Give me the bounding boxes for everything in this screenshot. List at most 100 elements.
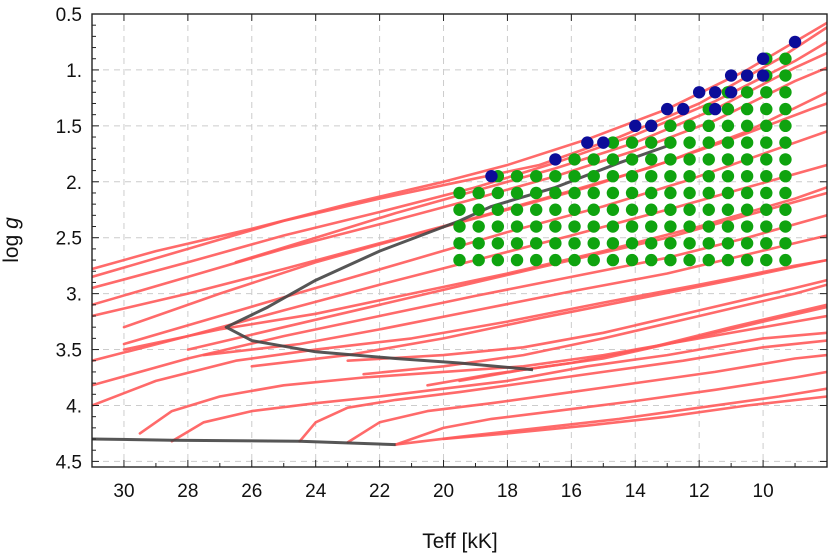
grid-point bbox=[721, 153, 735, 166]
grid-point bbox=[664, 153, 677, 166]
grid-point bbox=[702, 136, 715, 149]
grid-point bbox=[740, 119, 754, 133]
grid-point bbox=[568, 203, 581, 216]
grid-point bbox=[587, 220, 600, 233]
grid-point bbox=[510, 203, 524, 216]
grid-point bbox=[453, 253, 466, 267]
grid-point bbox=[683, 237, 696, 250]
grid-point bbox=[472, 203, 485, 216]
grid-point bbox=[760, 253, 773, 267]
grid-point bbox=[529, 253, 543, 267]
grid-point bbox=[568, 169, 581, 183]
track-line bbox=[138, 314, 827, 435]
grid-point bbox=[779, 102, 792, 116]
x-tick-label: 16 bbox=[561, 481, 582, 502]
grid-point bbox=[529, 220, 543, 233]
grid-point bbox=[606, 220, 620, 233]
edge-point bbox=[645, 119, 658, 133]
grid-point bbox=[702, 203, 715, 216]
grid-point bbox=[625, 186, 639, 200]
y-tick-label: 4.5 bbox=[56, 452, 82, 473]
grid-point bbox=[472, 237, 485, 250]
x-tick-label: 30 bbox=[113, 481, 134, 502]
grid-point bbox=[453, 203, 466, 216]
edge-point bbox=[676, 102, 690, 116]
grid-point bbox=[510, 169, 524, 183]
grid-point bbox=[491, 237, 505, 250]
grid-point bbox=[779, 136, 792, 149]
grid-point bbox=[472, 186, 485, 200]
x-tick-label: 22 bbox=[369, 481, 390, 502]
grid-point bbox=[740, 153, 754, 166]
grid-point bbox=[721, 220, 735, 233]
grid-point bbox=[683, 136, 696, 149]
x-tick-label: 20 bbox=[433, 481, 454, 502]
grid-point bbox=[702, 169, 715, 183]
grid-point bbox=[740, 102, 754, 116]
plot-frame bbox=[91, 13, 828, 468]
y-tick-label: 4. bbox=[66, 396, 82, 417]
edge-point bbox=[756, 69, 770, 82]
x-axis-label: Teff [kK] bbox=[422, 530, 497, 553]
grid-point bbox=[510, 253, 524, 267]
grid-point bbox=[625, 237, 639, 250]
grid-point bbox=[779, 253, 792, 267]
grid-point bbox=[587, 186, 600, 200]
model-grid-points bbox=[453, 52, 792, 267]
grid-point bbox=[645, 153, 658, 166]
grid-point bbox=[472, 253, 485, 267]
track-line bbox=[170, 331, 827, 443]
grid-point bbox=[510, 237, 524, 250]
grid-point bbox=[721, 136, 735, 149]
y-axis-label: log g bbox=[0, 217, 23, 263]
grid-point bbox=[587, 169, 600, 183]
boundary-line bbox=[92, 437, 396, 447]
grid-point bbox=[779, 153, 792, 166]
y-tick-label: 1. bbox=[66, 61, 82, 82]
edge-point bbox=[788, 35, 802, 49]
edge-point bbox=[485, 169, 498, 183]
grid-point bbox=[740, 186, 754, 200]
grid-point bbox=[645, 253, 658, 267]
grid-point bbox=[529, 203, 543, 216]
grid-point bbox=[645, 237, 658, 250]
grid-point bbox=[549, 186, 562, 200]
grid-point bbox=[664, 253, 677, 267]
grid-point bbox=[760, 153, 773, 166]
grid-point bbox=[606, 136, 620, 149]
track-line bbox=[362, 283, 827, 376]
edge-point bbox=[692, 86, 706, 99]
x-tick-label: 18 bbox=[497, 481, 518, 502]
grid-point bbox=[587, 237, 600, 250]
grid-point bbox=[702, 153, 715, 166]
grid-point bbox=[683, 119, 696, 133]
grid-point bbox=[721, 119, 735, 133]
edge-point bbox=[549, 153, 562, 166]
grid-point bbox=[491, 220, 505, 233]
grid-point bbox=[568, 153, 581, 166]
edge-point bbox=[708, 102, 722, 116]
grid-point bbox=[664, 203, 677, 216]
grid-point bbox=[721, 203, 735, 216]
edge-point bbox=[724, 69, 738, 82]
y-tick-label: 3. bbox=[66, 285, 82, 306]
grid-point bbox=[549, 169, 562, 183]
track-line bbox=[92, 258, 827, 407]
grid-point bbox=[664, 169, 677, 183]
grid-point bbox=[779, 52, 792, 65]
grid-point bbox=[740, 253, 754, 267]
x-tick-label: 24 bbox=[305, 481, 327, 502]
edge-point bbox=[740, 69, 754, 82]
grid-point bbox=[568, 237, 581, 250]
track-line bbox=[346, 353, 827, 444]
grid-point bbox=[606, 253, 620, 267]
grid-point bbox=[683, 169, 696, 183]
grid-point bbox=[587, 253, 600, 267]
grid-point bbox=[702, 237, 715, 250]
grid-point bbox=[453, 186, 466, 200]
grid-point bbox=[779, 119, 792, 133]
grid-point bbox=[491, 186, 505, 200]
grid-point bbox=[587, 203, 600, 216]
grid-point bbox=[740, 220, 754, 233]
grid-point bbox=[645, 169, 658, 183]
